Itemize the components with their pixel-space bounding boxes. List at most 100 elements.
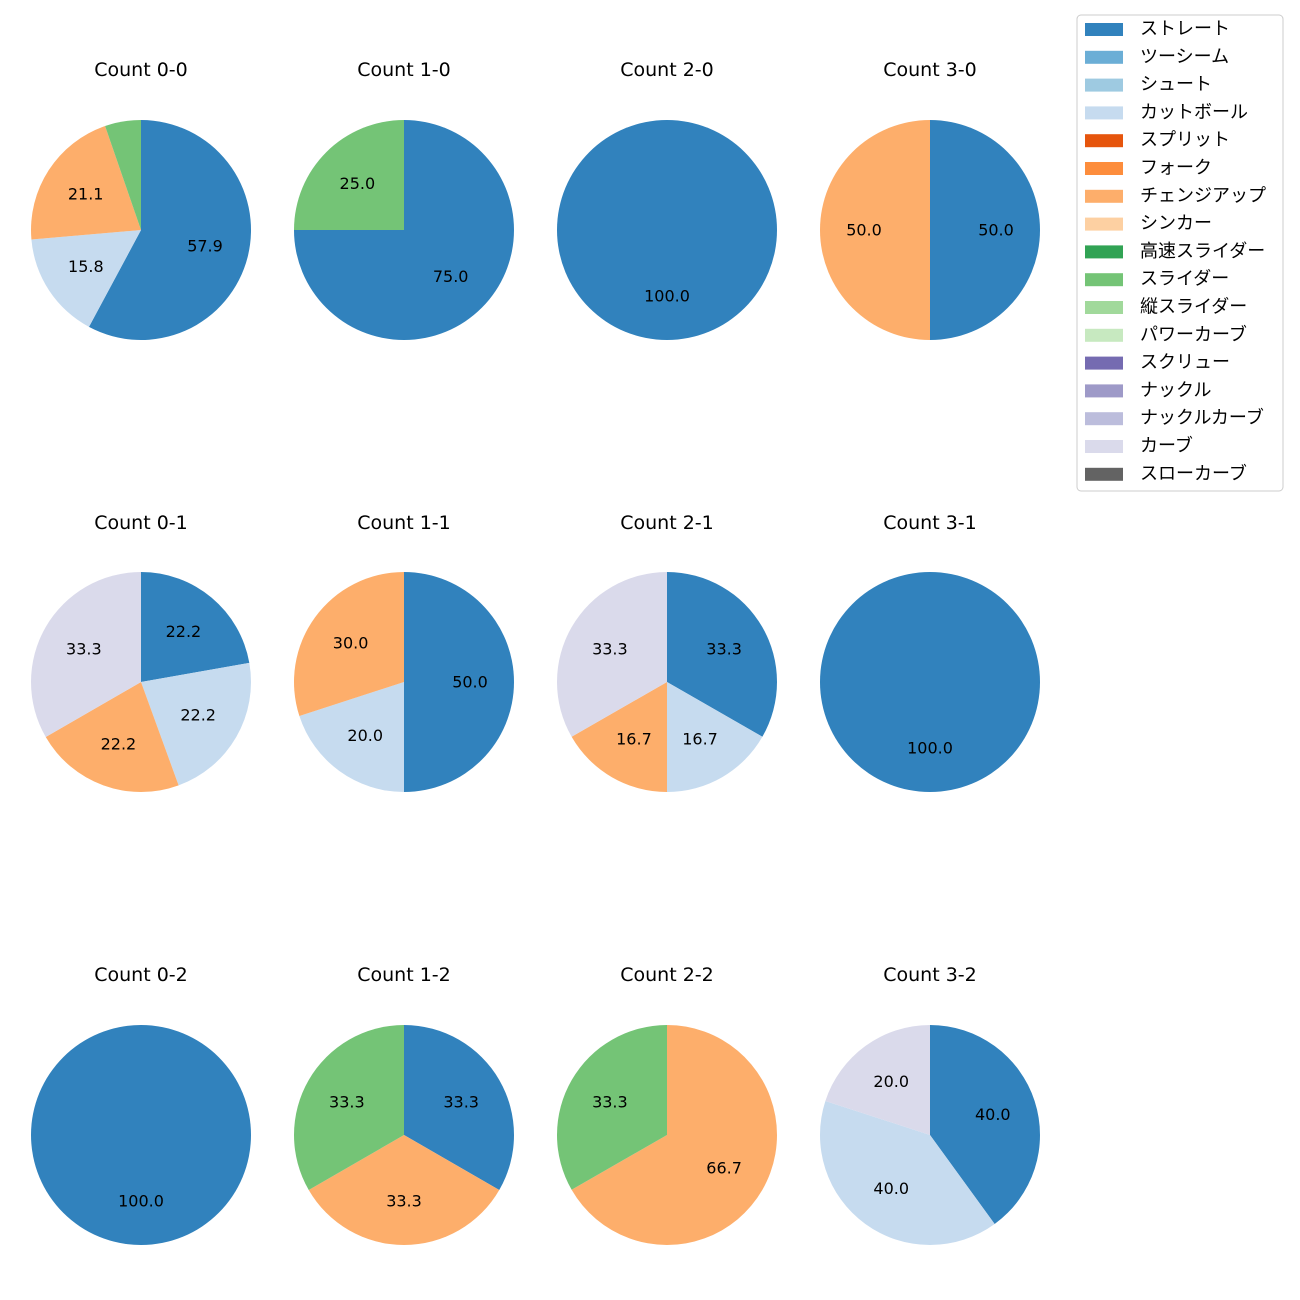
legend-entry: スライダー <box>1085 269 1229 290</box>
slice-label: 100.0 <box>118 1192 164 1211</box>
pie-slice <box>88 120 252 340</box>
pie-title: Count 0-1 <box>94 512 188 534</box>
pie-slice <box>820 572 1040 792</box>
legend-entry: スクリュー <box>1085 352 1230 373</box>
legend-swatch <box>1085 384 1123 398</box>
pie-slice <box>930 1025 1041 1224</box>
legend-entry: 縦スライダー <box>1085 297 1247 318</box>
slice-label: 100.0 <box>907 739 953 758</box>
legend-label: ナックル <box>1140 380 1211 401</box>
legend-label: スライダー <box>1140 269 1229 290</box>
legend-entry: カーブ <box>1085 435 1193 457</box>
pie-slice <box>141 572 250 682</box>
pie-6: Count 1-1 50.0 20.0 30.0 <box>293 512 514 792</box>
slice-label: 57.9 <box>187 237 223 256</box>
legend-swatch <box>1085 356 1123 370</box>
legend-label: 高速スライダー <box>1140 241 1265 262</box>
pie-10: Count 1-2 33.3 33.3 33.3 <box>294 964 514 1245</box>
pie-title: Count 3-2 <box>883 964 977 986</box>
pie-7: Count 2-1 33.3 16.7 16.7 33.3 <box>556 512 778 792</box>
legend-entry: スプリット <box>1085 130 1230 151</box>
pie-slice <box>556 1025 667 1190</box>
pies-group: Count 0-0 57.9 15.8 21.1 Count 1-0 75.0 25.0 Co… <box>31 59 1041 1246</box>
legend-swatch <box>1085 106 1123 120</box>
legend-frame <box>1076 14 1284 492</box>
slice-label: 15.8 <box>68 257 104 276</box>
legend-label: ストレート <box>1140 19 1230 40</box>
legend-swatch <box>1085 245 1123 259</box>
slice-label: 20.0 <box>347 726 383 745</box>
pie-slice <box>293 572 404 716</box>
slice-label: 16.7 <box>616 730 652 749</box>
slice-label: 33.3 <box>386 1192 422 1211</box>
legend-swatch <box>1085 189 1123 203</box>
pie-title: Count 1-1 <box>357 512 451 534</box>
legend-entry: ストレート <box>1085 19 1230 40</box>
slice-label: 50.0 <box>846 221 882 240</box>
legend-swatch <box>1085 440 1123 453</box>
pie-title: Count 1-0 <box>357 59 451 81</box>
pie-slice <box>819 1101 995 1246</box>
legend-label: スクリュー <box>1140 352 1230 373</box>
pie-title: Count 1-2 <box>357 964 451 986</box>
slice-label: 22.2 <box>166 622 202 641</box>
pie-title: Count 2-0 <box>620 59 714 81</box>
pie-slice <box>667 682 763 792</box>
pie-slice <box>820 120 930 340</box>
pie-slice <box>308 1135 500 1245</box>
pie-slice <box>294 120 404 230</box>
legend-label: ナックルカーブ <box>1140 407 1264 429</box>
legend-swatch <box>1085 78 1123 92</box>
pie-title: Count 3-1 <box>883 512 977 534</box>
pie-slice <box>556 572 667 737</box>
pie-slice <box>299 682 404 792</box>
slice-label: 16.7 <box>682 730 718 749</box>
pie-slice <box>557 120 777 340</box>
pie-slice <box>571 1025 777 1245</box>
pie-9: Count 0-2 100.0 <box>31 964 251 1245</box>
pie-12: Count 3-2 40.0 40.0 20.0 <box>819 964 1041 1246</box>
pie-slice <box>930 120 1040 340</box>
slice-label: 22.2 <box>180 706 216 725</box>
slice-label: 75.0 <box>433 267 469 286</box>
legend-label: ツーシーム <box>1140 46 1229 67</box>
pie-title: Count 3-0 <box>883 59 977 81</box>
pie-5: Count 0-1 22.2 22.2 22.2 33.3 <box>31 512 252 793</box>
slice-label: 33.3 <box>66 640 102 659</box>
slice-label: 40.0 <box>873 1179 909 1198</box>
pie-title: Count 0-0 <box>94 59 188 81</box>
slice-label: 25.0 <box>340 174 376 193</box>
legend-swatch <box>1085 217 1123 231</box>
pie-11: Count 2-2 66.7 33.3 <box>556 964 777 1245</box>
legend-swatch <box>1085 23 1123 36</box>
slice-label: 22.2 <box>101 735 137 754</box>
pie-slice <box>667 572 778 737</box>
pie-slice <box>404 572 514 792</box>
legend-swatch <box>1085 134 1123 148</box>
legend-swatch <box>1085 50 1123 64</box>
legend-swatch <box>1085 162 1123 175</box>
pie-slice <box>294 1025 404 1190</box>
legend-label: 縦スライダー <box>1140 297 1247 318</box>
legend-entry: パワーカーブ <box>1085 323 1247 345</box>
pie-slice <box>45 682 179 793</box>
slice-label: 33.3 <box>592 639 628 658</box>
legend-swatch <box>1085 412 1123 426</box>
slice-label: 30.0 <box>333 634 369 653</box>
legend-entry: ナックル <box>1085 380 1211 401</box>
pie-4: Count 3-0 50.0 50.0 <box>820 59 1040 340</box>
legend-entry: カットボール <box>1085 102 1248 123</box>
slice-label: 21.1 <box>68 185 104 204</box>
pie-title: Count 2-2 <box>620 964 714 986</box>
slice-label: 50.0 <box>978 221 1014 240</box>
slice-label: 33.3 <box>706 639 742 658</box>
legend-label: シュート <box>1140 74 1212 95</box>
slice-label: 33.3 <box>443 1093 479 1112</box>
legend-swatch <box>1085 467 1123 481</box>
legend-label: カーブ <box>1140 435 1193 457</box>
legend-entry: ツーシーム <box>1085 46 1229 67</box>
legend-swatch <box>1085 301 1123 314</box>
slice-label: 100.0 <box>644 287 690 306</box>
pie-slice <box>31 572 142 737</box>
legend-label: カットボール <box>1140 102 1248 123</box>
